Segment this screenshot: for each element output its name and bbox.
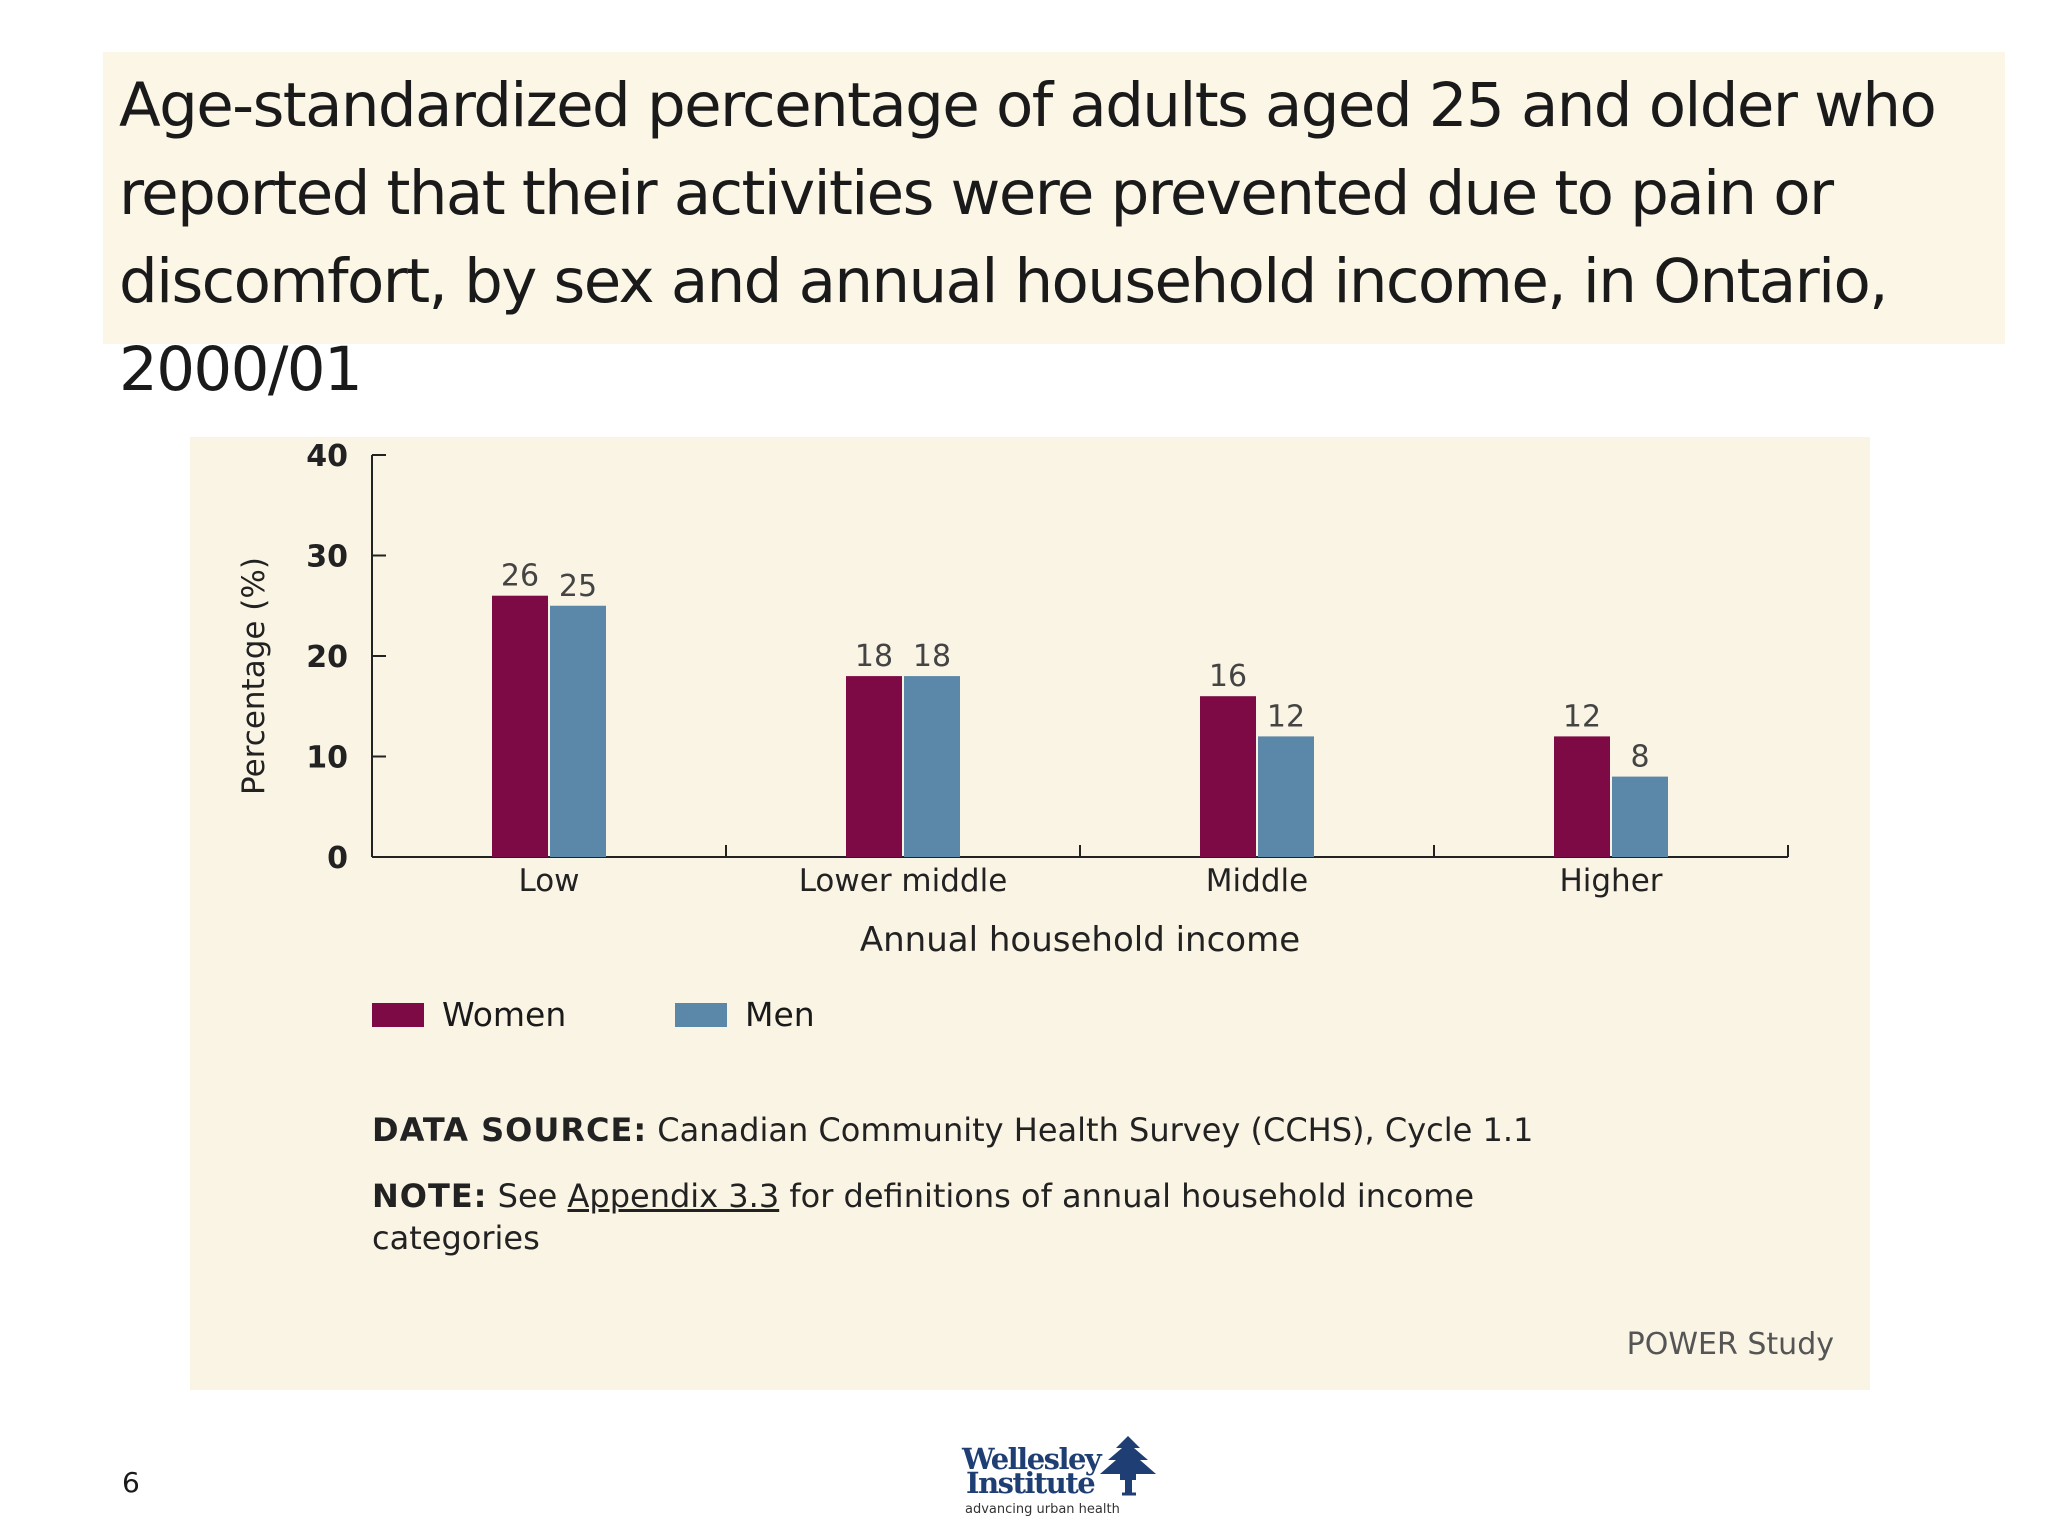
legend-label-men: Men <box>745 995 815 1034</box>
bar-women-middle <box>1200 696 1256 857</box>
title-line-3: discomfort, by sex and annual household … <box>119 246 1889 405</box>
y-tick-label: 10 <box>306 741 348 776</box>
title-line-2: reported that their activities were prev… <box>119 158 1834 229</box>
appendix-link[interactable]: Appendix 3.3 <box>567 1177 780 1215</box>
y-tick-label: 40 <box>306 439 348 474</box>
note: NOTE: See Appendix 3.3 for definitions o… <box>372 1175 1572 1259</box>
wellesley-logo: Wellesley Institute advancing urban heal… <box>962 1434 1162 1524</box>
bar-men-lower-middle <box>904 676 960 857</box>
x-tick-label: Low <box>518 863 579 899</box>
bar-women-low <box>492 595 548 857</box>
note-prefix: See <box>487 1177 568 1215</box>
data-label: 25 <box>559 569 597 604</box>
legend-label-women: Women <box>442 995 567 1034</box>
data-label: 8 <box>1630 740 1649 775</box>
credit: POWER Study <box>1626 1327 1834 1362</box>
legend-swatch-women <box>372 1003 424 1027</box>
bar-men-middle <box>1258 736 1314 857</box>
y-tick-label: 30 <box>306 540 348 575</box>
chart-panel: 0 10 20 30 40 Percentage (%) 26 25 Low 18 18 Lower … <box>190 437 1870 1390</box>
note-suffix: for definitions of annual household inco… <box>372 1177 1475 1257</box>
y-tick-label: 20 <box>306 640 348 675</box>
logo-line-1: Wellesley <box>962 1442 1102 1476</box>
bar-women-lower-middle <box>846 676 902 857</box>
data-label: 16 <box>1209 659 1247 694</box>
bar-men-low <box>550 605 606 857</box>
note-label: NOTE: <box>372 1177 488 1215</box>
data-label: 12 <box>1563 699 1601 734</box>
x-tick-label: Higher <box>1559 863 1662 899</box>
bar-men-higher <box>1612 776 1668 857</box>
data-label: 18 <box>855 639 893 674</box>
x-axis-title: Annual household income <box>860 920 1300 957</box>
data-label: 12 <box>1267 699 1305 734</box>
legend-swatch-men <box>675 1003 727 1027</box>
data-source-label: DATA SOURCE: <box>372 1111 648 1149</box>
logo-line-2: Institute <box>966 1466 1096 1500</box>
slide-title: Age-standardized percentage of adults ag… <box>119 62 1999 414</box>
page-number: 6 <box>122 1466 140 1499</box>
x-tick-label: Middle <box>1206 863 1308 899</box>
data-source-text: Canadian Community Health Survey (CCHS),… <box>647 1111 1534 1149</box>
title-line-1: Age-standardized percentage of adults ag… <box>119 70 1937 141</box>
bar-women-higher <box>1554 736 1610 857</box>
title-box: Age-standardized percentage of adults ag… <box>103 52 2005 405</box>
y-axis-title: Percentage (%) <box>236 557 272 795</box>
x-tick-label: Lower middle <box>799 863 1008 899</box>
y-tick-label: 0 <box>327 841 348 876</box>
bar-chart: 0 10 20 30 40 Percentage (%) 26 25 Low 18 18 Lower … <box>236 439 1789 957</box>
data-source: DATA SOURCE: Canadian Community Health S… <box>372 1111 1533 1149</box>
logo-tagline: advancing urban health <box>965 1502 1120 1517</box>
data-label: 26 <box>501 559 539 594</box>
data-label: 18 <box>913 639 951 674</box>
tree-icon <box>1100 1436 1156 1496</box>
